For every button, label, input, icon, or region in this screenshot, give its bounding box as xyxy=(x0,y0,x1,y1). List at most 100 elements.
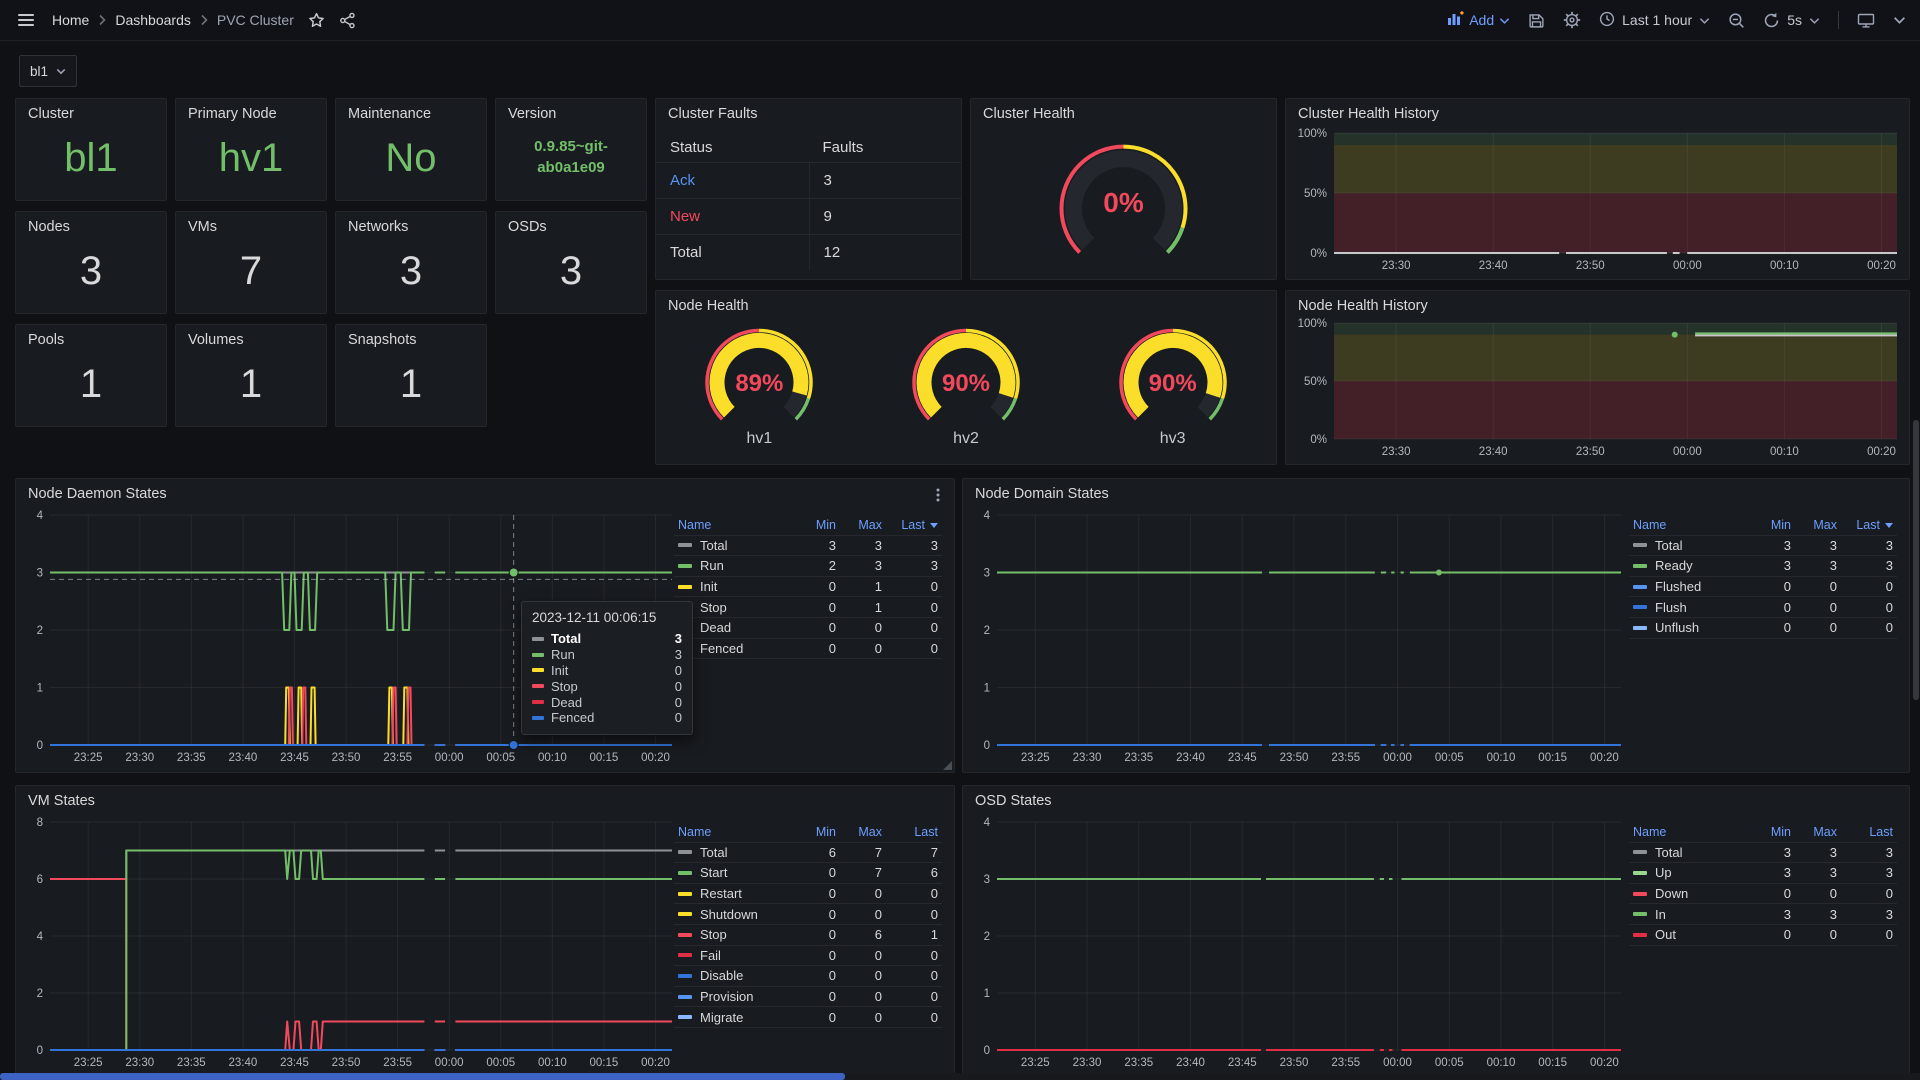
legend-series-toggle[interactable]: Start xyxy=(674,865,794,880)
legend-stat-value: 0 xyxy=(828,599,836,615)
refresh-interval-value[interactable]: 5s xyxy=(1787,12,1802,28)
legend-row: Init 0 1 0 xyxy=(674,577,942,598)
panel-title[interactable]: Node Domain States xyxy=(975,486,1109,502)
legend-series-toggle[interactable]: Out xyxy=(1629,927,1749,942)
legend-header-last[interactable]: Last xyxy=(1869,824,1893,839)
legend-header-last[interactable]: Last xyxy=(901,517,925,532)
time-range-picker[interactable]: Last 1 hour xyxy=(1599,11,1710,30)
legend-series-toggle[interactable]: Flush xyxy=(1629,600,1749,615)
legend-header-name[interactable]: Name xyxy=(1633,517,1667,532)
panel-title[interactable]: Cluster Health xyxy=(983,106,1075,122)
panel-title[interactable]: Snapshots xyxy=(348,332,417,348)
legend-series-toggle[interactable]: Run xyxy=(674,558,794,573)
save-dashboard-icon[interactable] xyxy=(1528,12,1545,29)
panel-title[interactable]: Node Health xyxy=(668,298,749,314)
star-icon[interactable] xyxy=(308,12,325,29)
legend-series-toggle[interactable]: Restart xyxy=(674,886,794,901)
column-header-status[interactable]: Status xyxy=(670,138,713,156)
vertical-scrollbar[interactable] xyxy=(1913,420,1919,700)
node-health-history-chart[interactable]: 0% 50% 100% 23:30 23:40 23:50 00:00 00:10 00:20 xyxy=(1290,315,1905,461)
panel-resize-handle[interactable] xyxy=(943,761,952,770)
panel-title[interactable]: Nodes xyxy=(28,219,70,235)
legend-header-max[interactable]: Max xyxy=(858,517,882,532)
osd-states-chart[interactable]: 0 1 2 3 4 23:25 23:30 23:35 23:40 23:45 23:50 23:55… xyxy=(967,814,1629,1072)
menu-icon[interactable] xyxy=(14,10,38,30)
legend-stat-value: 0 xyxy=(930,599,938,615)
svg-text:00:00: 00:00 xyxy=(1383,752,1412,764)
legend-series-toggle[interactable]: Migrate xyxy=(674,1010,794,1025)
legend-series-toggle[interactable]: Down xyxy=(1629,886,1749,901)
fault-status-link[interactable]: Total xyxy=(670,244,702,261)
legend-series-toggle[interactable]: Provision xyxy=(674,989,794,1004)
legend-series-toggle[interactable]: Ready xyxy=(1629,558,1749,573)
breadcrumb-dashboards[interactable]: Dashboards xyxy=(115,12,191,28)
panel-title[interactable]: Cluster Faults xyxy=(668,106,758,122)
legend-series-toggle[interactable]: Total xyxy=(674,538,794,553)
legend-stat-value: 3 xyxy=(1829,906,1837,922)
node-daemon-states-chart[interactable]: 0 1 2 3 4 23:25 23:30 23:35 23:40 23:45 23:50 23:55… xyxy=(20,507,680,767)
legend-series-toggle[interactable]: Init xyxy=(674,579,794,594)
add-button[interactable]: Add xyxy=(1447,11,1510,29)
panel-menu-icon[interactable] xyxy=(930,487,946,508)
panel-title[interactable]: Networks xyxy=(348,219,409,235)
fault-status-link[interactable]: Ack xyxy=(670,172,696,189)
legend-row: Total 3 3 3 xyxy=(1629,843,1897,864)
dashboard-settings-icon[interactable] xyxy=(1563,11,1581,29)
share-icon[interactable] xyxy=(339,12,356,29)
series-color-swatch xyxy=(1633,563,1647,568)
panel-title[interactable]: Cluster xyxy=(28,106,74,122)
legend-header-max[interactable]: Max xyxy=(1813,824,1837,839)
cluster-variable-select[interactable]: bl1 xyxy=(19,55,78,87)
cluster-health-history-chart[interactable]: 0% 50% 100% 23:30 23:40 23:50 00:00 00:10 00:20 xyxy=(1290,125,1905,275)
legend-header-max[interactable]: Max xyxy=(858,824,882,839)
legend-header-last[interactable]: Last xyxy=(914,824,938,839)
panel-title[interactable]: Pools xyxy=(28,332,65,348)
legend-series-toggle[interactable]: Flushed xyxy=(1629,579,1749,594)
panel-title[interactable]: Primary Node xyxy=(188,106,277,122)
legend-series-toggle[interactable]: Shutdown xyxy=(674,907,794,922)
chevron-down-icon xyxy=(1499,12,1510,28)
legend-series-toggle[interactable]: Up xyxy=(1629,865,1749,880)
legend-header-name[interactable]: Name xyxy=(1633,824,1667,839)
node-domain-states-chart[interactable]: 0 1 2 3 4 23:25 23:30 23:35 23:40 23:45 23:50 23:55… xyxy=(967,507,1629,767)
chevron-down-icon[interactable] xyxy=(1809,12,1820,28)
panel-title[interactable]: Node Daemon States xyxy=(28,486,167,502)
vm-states-chart[interactable]: 0 2 4 6 8 23:25 23:30 23:35 23:40 23:45 23:50 23:55… xyxy=(20,814,680,1072)
legend-series-toggle[interactable]: Disable xyxy=(674,968,794,983)
refresh-icon[interactable] xyxy=(1763,12,1780,29)
fault-status-link[interactable]: New xyxy=(670,208,701,225)
legend-header-min[interactable]: Min xyxy=(1770,517,1791,532)
series-color-swatch xyxy=(678,953,692,958)
legend-series-toggle[interactable]: Total xyxy=(1629,845,1749,860)
horizontal-scrollbar-thumb[interactable] xyxy=(0,1073,845,1080)
legend-header-last[interactable]: Last xyxy=(1856,517,1880,532)
panel-title[interactable]: Cluster Health History xyxy=(1298,106,1440,122)
chevron-down-icon[interactable] xyxy=(1893,16,1906,25)
panel-title[interactable]: Node Health History xyxy=(1298,298,1428,314)
legend-header-min[interactable]: Min xyxy=(1770,824,1791,839)
legend-series-toggle[interactable]: Unflush xyxy=(1629,620,1749,635)
legend-stat-value: 3 xyxy=(1829,537,1837,553)
zoom-out-time-icon[interactable] xyxy=(1728,12,1745,29)
column-header-faults[interactable]: Faults xyxy=(822,138,864,156)
tv-mode-icon[interactable] xyxy=(1857,12,1875,29)
panel-title[interactable]: Maintenance xyxy=(348,106,432,122)
panel-title[interactable]: VMs xyxy=(188,219,217,235)
legend-series-toggle[interactable]: Total xyxy=(674,845,794,860)
legend-header-min[interactable]: Min xyxy=(815,517,836,532)
legend-series-toggle[interactable]: Fail xyxy=(674,948,794,963)
panel-title[interactable]: OSDs xyxy=(508,219,547,235)
legend-header-min[interactable]: Min xyxy=(815,824,836,839)
legend-series-toggle[interactable]: Total xyxy=(1629,538,1749,553)
legend-header-name[interactable]: Name xyxy=(678,824,712,839)
legend-series-toggle[interactable]: In xyxy=(1629,907,1749,922)
panel-title[interactable]: Version xyxy=(508,106,557,122)
legend-header-max[interactable]: Max xyxy=(1813,517,1837,532)
legend-header-name[interactable]: Name xyxy=(678,517,712,532)
svg-text:23:50: 23:50 xyxy=(1576,260,1605,272)
panel-title[interactable]: VM States xyxy=(28,793,95,809)
breadcrumb-home[interactable]: Home xyxy=(52,12,90,28)
panel-title[interactable]: OSD States xyxy=(975,793,1052,809)
legend-series-toggle[interactable]: Stop xyxy=(674,927,794,942)
panel-title[interactable]: Volumes xyxy=(188,332,244,348)
